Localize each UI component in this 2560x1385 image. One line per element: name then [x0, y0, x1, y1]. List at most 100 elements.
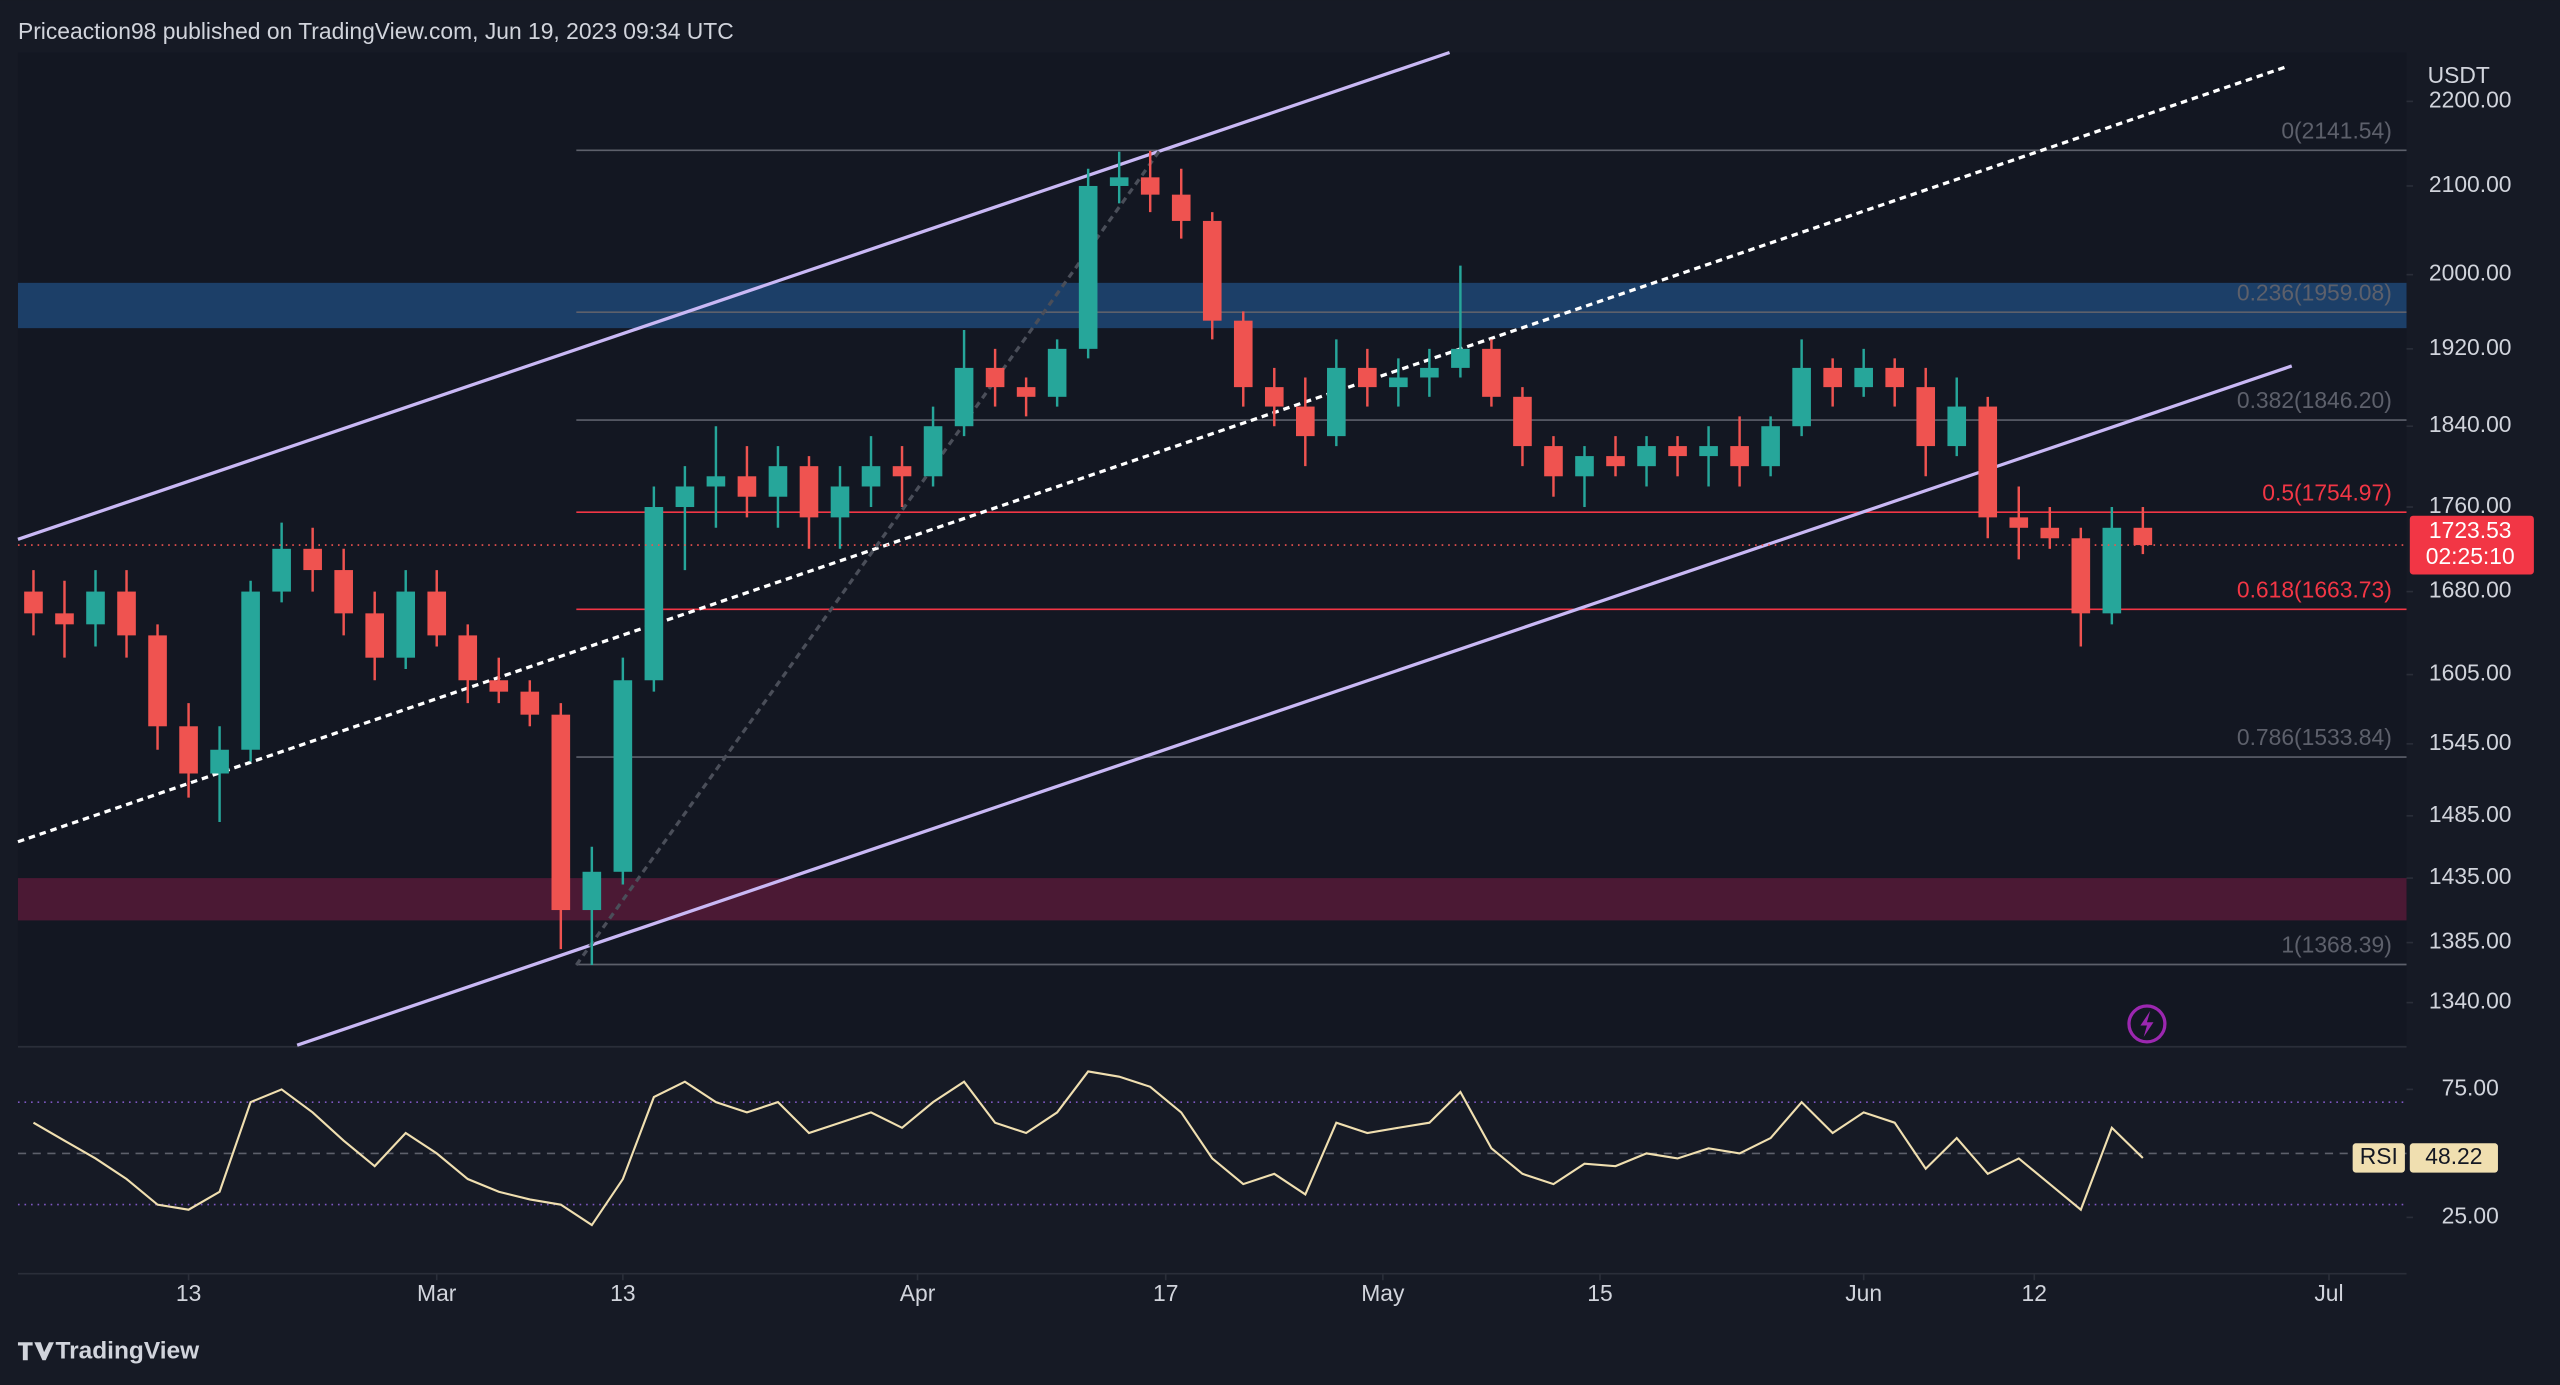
- candle-body: [1606, 456, 1625, 467]
- candle-body: [1854, 367, 1873, 388]
- candle-body: [1109, 177, 1129, 186]
- candle-body: [2040, 527, 2060, 539]
- rsi-tag-name: RSI: [2360, 1143, 2398, 1169]
- candle-body: [1296, 406, 1315, 437]
- candle-body: [179, 726, 198, 774]
- brand: TradingView: [56, 1338, 201, 1365]
- fib-label: 0.236(1959.08): [2237, 279, 2392, 305]
- candle-body: [272, 548, 291, 592]
- candle-body: [1482, 348, 1501, 397]
- header: Priceaction98 published on TradingView.c…: [18, 18, 734, 44]
- candle-body: [86, 591, 105, 625]
- candle-body: [861, 466, 881, 487]
- fib-label: 0.618(1663.73): [2237, 576, 2392, 602]
- candle-body: [1792, 367, 1811, 427]
- candle-body: [768, 466, 788, 497]
- candle-body: [1916, 387, 1936, 447]
- y-tick-label: 1385.00: [2429, 928, 2512, 954]
- candle-body: [1358, 367, 1377, 388]
- fib-label: 0(2141.54): [2281, 117, 2392, 143]
- candle-body: [489, 680, 509, 692]
- y-tick-label: 1840.00: [2429, 411, 2512, 437]
- rsi-tag-value-box: [2409, 1143, 2498, 1173]
- rsi-tag-value: 48.22: [2425, 1143, 2482, 1169]
- x-tick-label: May: [1361, 1280, 1405, 1306]
- candle-body: [1171, 194, 1191, 221]
- candle-body: [985, 367, 1005, 388]
- candle-body: [1327, 367, 1346, 437]
- candle-body: [1451, 348, 1470, 368]
- candle-body: [1885, 367, 1905, 388]
- candle-body: [830, 486, 850, 518]
- y-tick-label: 2100.00: [2429, 171, 2512, 197]
- y-tick-label: 1920.00: [2429, 334, 2512, 360]
- candle-body: [1637, 446, 1656, 467]
- x-tick-label: 13: [176, 1280, 201, 1306]
- candle-body: [241, 591, 260, 750]
- candle-body: [2102, 527, 2122, 614]
- x-tick-label: 15: [1587, 1280, 1612, 1306]
- candle-body: [1544, 446, 1563, 477]
- trendline: [17, 50, 1451, 541]
- candle-body: [210, 749, 229, 774]
- x-tick-label: 17: [1153, 1280, 1178, 1306]
- currency: USDT: [2428, 62, 2490, 88]
- candle-body: [1140, 177, 1160, 195]
- x-tick-label: 12: [2022, 1280, 2047, 1306]
- candle-body: [1420, 367, 1439, 378]
- y-tick-label: 1680.00: [2429, 577, 2512, 603]
- candle-body: [458, 635, 478, 681]
- y-tick-label: 1435.00: [2429, 863, 2512, 889]
- candle-body: [737, 476, 757, 497]
- candle-body: [334, 570, 353, 614]
- candle-body: [2009, 517, 2029, 528]
- y-tick-label: 1760.00: [2429, 492, 2512, 518]
- fib-label: 0.382(1846.20): [2237, 387, 2392, 413]
- candle-body: [706, 476, 726, 487]
- x-tick-label: Apr: [900, 1280, 936, 1306]
- candle-body: [1202, 220, 1222, 321]
- candle-body: [1947, 406, 1967, 447]
- rsi-line: [32, 1070, 2144, 1227]
- price-tag: [2409, 515, 2534, 575]
- price-tag-value: 1723.53: [2429, 517, 2512, 543]
- candle-body: [520, 691, 540, 715]
- candle-body: [1699, 446, 1718, 457]
- candle-body: [923, 426, 943, 477]
- candle-body: [799, 466, 819, 518]
- candle-body: [396, 591, 416, 658]
- candle-body: [1233, 320, 1253, 388]
- candle-body: [954, 367, 974, 427]
- candle-body: [365, 613, 384, 658]
- fib-label: 0.5(1754.97): [2262, 479, 2392, 505]
- x-tick-label: Mar: [417, 1280, 457, 1306]
- fib-label: 1(1368.39): [2281, 932, 2392, 958]
- candle-body: [1389, 377, 1408, 388]
- candle-body: [2133, 527, 2153, 546]
- candle-body: [644, 507, 664, 681]
- candle-body: [1513, 396, 1532, 447]
- rsi-y-tick-label: 25.00: [2442, 1202, 2499, 1228]
- x-tick-label: Jun: [1845, 1280, 1882, 1306]
- y-tick-label: 1485.00: [2429, 801, 2512, 827]
- alert-bolt: [2140, 1010, 2154, 1037]
- alert-icon[interactable]: [2127, 1004, 2167, 1044]
- candle-body: [1264, 387, 1284, 407]
- candle-body: [892, 466, 912, 477]
- candle-body: [1078, 185, 1098, 349]
- brand-logo: [17, 1342, 54, 1361]
- candle-body: [613, 680, 633, 872]
- trendline: [574, 149, 1161, 966]
- x-tick-label: Jul: [2314, 1280, 2343, 1306]
- fib-label: 0.786(1533.84): [2237, 724, 2392, 750]
- candle-body: [1730, 446, 1749, 467]
- candle-body: [1047, 348, 1067, 397]
- price-tag-countdown: 02:25:10: [2426, 543, 2515, 569]
- rsi-tag-name-box: [2352, 1143, 2405, 1173]
- candle-body: [117, 591, 136, 636]
- candle-body: [1823, 367, 1842, 388]
- candle-body: [24, 591, 43, 614]
- candle-body: [1575, 456, 1594, 477]
